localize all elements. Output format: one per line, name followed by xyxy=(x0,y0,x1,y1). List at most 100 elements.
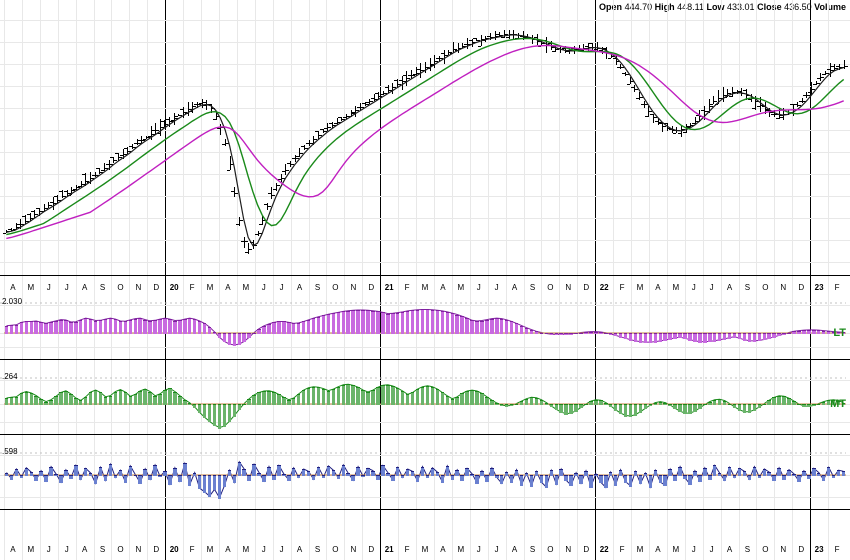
ohlc-bar xyxy=(444,50,445,64)
time-axis-label: N xyxy=(565,545,571,554)
ohlc-bar xyxy=(472,39,473,47)
ohlc-bar xyxy=(406,71,407,86)
time-axis-label: A xyxy=(655,545,660,554)
time-axis-label: A xyxy=(297,283,302,292)
ohlc-bar xyxy=(699,110,700,122)
ohlc-info: Open 444.70 High 448.11 Low 433.01 Close… xyxy=(599,2,846,12)
time-axis-label: J xyxy=(262,545,266,554)
time-axis-label: A xyxy=(225,283,230,292)
time-axis-label: O xyxy=(762,545,768,554)
ohlc-bar xyxy=(6,230,7,234)
ohlc-bar xyxy=(709,99,710,114)
time-axis-label: D xyxy=(583,545,589,554)
ohlc-bar xyxy=(323,129,324,133)
time-axis-label: F xyxy=(835,545,840,554)
ohlc-bar xyxy=(378,92,379,99)
ohlc-bar xyxy=(523,31,524,40)
time-axis-label: S xyxy=(530,545,535,554)
time-axis-label: O xyxy=(762,283,768,292)
time-axis-label: A xyxy=(512,283,517,292)
time-axis-label: M xyxy=(637,545,644,554)
time-axis-label: A xyxy=(10,283,15,292)
time-axis-label: A xyxy=(440,283,445,292)
ohlc-bar xyxy=(253,240,254,249)
ohlc-bar xyxy=(262,216,263,225)
ohlc-bar xyxy=(85,173,86,186)
ohlc-bar xyxy=(551,41,552,50)
time-axis-label: J xyxy=(710,545,714,554)
ohlc-bar xyxy=(248,243,249,254)
time-axis-label: S xyxy=(315,545,320,554)
ohlc-bar xyxy=(769,108,770,117)
time-axis-label: O xyxy=(332,545,338,554)
ohlc-bar xyxy=(565,46,566,53)
ohlc-bar xyxy=(337,118,338,125)
time-axis-label: M xyxy=(672,283,679,292)
time-axis-label: O xyxy=(332,283,338,292)
time-axis-label: J xyxy=(65,283,69,292)
ohlc-bar xyxy=(765,102,766,114)
ohlc-bar xyxy=(99,168,100,175)
time-axis-label: A xyxy=(440,545,445,554)
time-axis-label: O xyxy=(117,283,123,292)
ohlc-bar xyxy=(178,114,179,117)
ohlc-bar xyxy=(290,161,291,167)
time-axis-label: M xyxy=(243,283,250,292)
ohlc-bar xyxy=(216,112,217,119)
ohlc-bar xyxy=(620,64,621,69)
ohlc-bar xyxy=(239,217,240,226)
time-axis-label: S xyxy=(745,283,750,292)
time-axis-label: D xyxy=(153,283,159,292)
ohlc-bar xyxy=(402,76,403,90)
panel-LT-label: LT xyxy=(833,327,846,339)
ohlc-bar xyxy=(816,81,817,85)
time-axis-label: M xyxy=(207,283,214,292)
ohlc-bar xyxy=(174,113,175,126)
ohlc-bar xyxy=(713,96,714,105)
time-axis-label: J xyxy=(692,283,696,292)
time-axis-label: M xyxy=(457,545,464,554)
ohlc-bar xyxy=(634,85,635,92)
ohlc-bar xyxy=(802,98,803,103)
time-axis-label: D xyxy=(153,545,159,554)
time-axis-label: A xyxy=(297,545,302,554)
panel-LT-value: 2.030 xyxy=(2,297,22,306)
time-axis-label: N xyxy=(780,283,786,292)
ohlc-bar xyxy=(151,126,152,140)
time-axis-label: S xyxy=(100,545,105,554)
panel-ST-value: .598 xyxy=(2,447,18,456)
panel-MT-label: MT xyxy=(830,398,846,410)
ohlc-bar xyxy=(276,183,277,191)
time-axis-label: N xyxy=(780,545,786,554)
time-axis-label: F xyxy=(405,283,410,292)
time-axis-label: J xyxy=(495,283,499,292)
ohlc-bar xyxy=(313,136,314,145)
time-axis-label: J xyxy=(280,283,284,292)
ohlc-bar xyxy=(644,101,645,108)
ohlc-bar xyxy=(788,110,789,115)
time-axis-label: J xyxy=(262,283,266,292)
ohlc-bar xyxy=(132,144,133,148)
time-axis-label: N xyxy=(565,283,571,292)
ohlc-bar xyxy=(681,125,682,138)
time-axis-label: M xyxy=(207,545,214,554)
time-axis-label: D xyxy=(798,283,804,292)
ohlc-bar xyxy=(793,104,794,117)
ma-long xyxy=(6,46,843,239)
ohlc-bar xyxy=(318,131,319,140)
ohlc-bar xyxy=(57,195,58,203)
ohlc-bar xyxy=(630,77,631,84)
ohlc-bar xyxy=(606,47,607,59)
ohlc-bar xyxy=(90,172,91,184)
ohlc-bar xyxy=(365,102,366,106)
panel-MT-value: .264 xyxy=(2,372,18,381)
time-axis-label: F xyxy=(620,283,625,292)
ohlc-bar xyxy=(220,124,221,135)
ohlc-bar xyxy=(141,136,142,145)
ohlc-bar xyxy=(723,87,724,102)
time-axis-label: J xyxy=(477,283,481,292)
ohlc-bar xyxy=(369,99,370,104)
time-axis-label: M xyxy=(28,545,35,554)
time-axis-label: D xyxy=(368,545,374,554)
ohlc-bar xyxy=(299,148,300,157)
